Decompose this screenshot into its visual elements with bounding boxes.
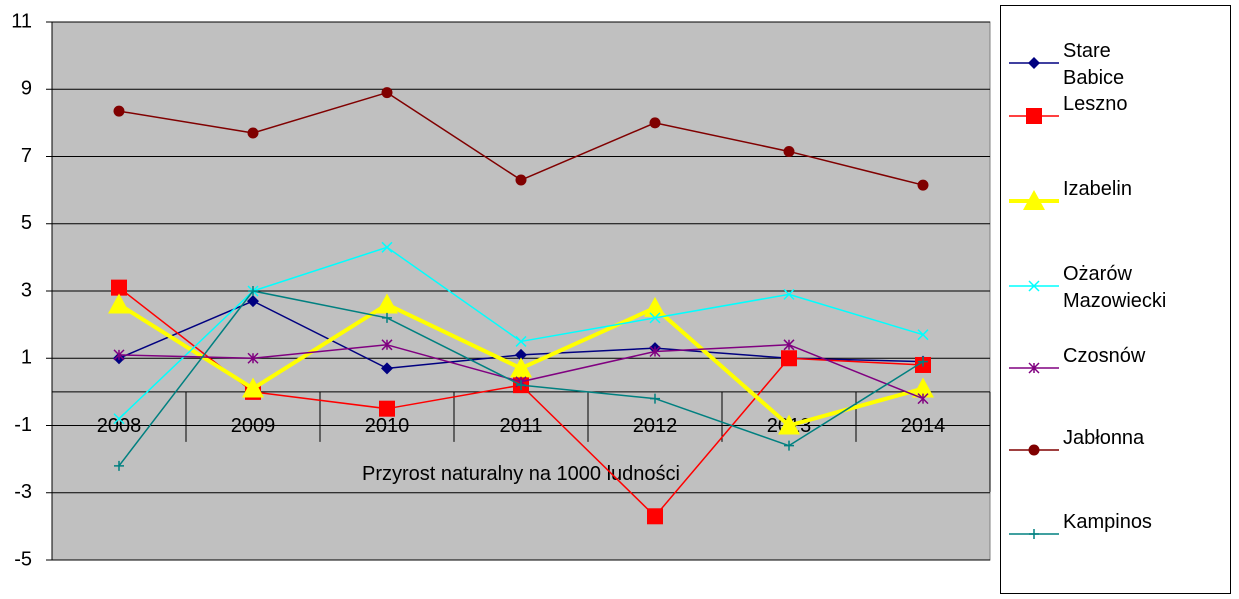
- y-tick-label: 1: [21, 347, 32, 369]
- y-tick-label: 3: [21, 279, 32, 301]
- x-tick-label: 2010: [365, 415, 410, 437]
- legend-label: Ożarów Mazowiecki: [1063, 263, 1167, 312]
- legend-swatch: [1009, 108, 1059, 124]
- legend-item: Kampinos: [1001, 511, 1171, 546]
- legend-item: Czosnów: [1001, 345, 1171, 380]
- marker: [1029, 529, 1039, 539]
- marker: [111, 279, 127, 296]
- marker: [113, 105, 125, 117]
- marker: [516, 380, 526, 391]
- marker: [917, 329, 929, 341]
- marker: [381, 362, 393, 375]
- marker: [647, 508, 663, 525]
- legend: Stare Babice Leszno Izabelin Ożarów Mazowie…: [1000, 5, 1231, 594]
- y-tick-label: 9: [21, 78, 32, 100]
- legend-swatch: [1009, 190, 1059, 210]
- marker: [247, 295, 259, 308]
- marker: [247, 352, 259, 364]
- chart: -5-3-11357911200820092010201120122013201…: [11, 10, 991, 570]
- legend-label: Jabłonna: [1063, 427, 1145, 449]
- y-tick-label: 7: [21, 145, 32, 167]
- legend-item: Izabelin: [1001, 178, 1171, 213]
- legend-label: Leszno: [1063, 93, 1128, 115]
- marker: [650, 393, 660, 404]
- marker: [113, 413, 125, 425]
- legend-swatch: [1009, 529, 1059, 539]
- legend-item: Stare Babice: [1001, 40, 1171, 92]
- x-tick-label: 2012: [633, 415, 678, 437]
- marker: [917, 393, 929, 405]
- marker: [784, 440, 794, 451]
- marker: [515, 348, 527, 361]
- y-tick-label: -3: [14, 481, 32, 503]
- marker: [781, 350, 797, 367]
- marker: [515, 335, 527, 347]
- marker: [783, 145, 795, 157]
- marker: [382, 312, 392, 323]
- x-tick-label: 2011: [499, 415, 542, 437]
- marker: [114, 460, 124, 471]
- legend-label: Stare Babice: [1063, 40, 1125, 89]
- marker: [912, 377, 934, 398]
- marker: [1023, 190, 1045, 210]
- marker: [649, 345, 661, 358]
- x-tick-label: 2014: [901, 415, 946, 437]
- marker: [918, 356, 928, 367]
- y-tick-label: 5: [21, 212, 32, 234]
- marker: [1028, 280, 1040, 292]
- marker: [242, 377, 264, 398]
- legend-item: Jabłonna: [1001, 427, 1171, 462]
- marker: [510, 357, 532, 378]
- marker: [917, 179, 929, 191]
- legend-item: Ożarów Mazowiecki: [1001, 263, 1171, 315]
- x-tick-label: 2008: [97, 415, 142, 437]
- marker: [381, 339, 393, 351]
- marker: [783, 288, 795, 300]
- marker: [1028, 57, 1040, 69]
- marker: [248, 286, 258, 296]
- marker: [783, 339, 795, 351]
- y-tick-label: -1: [14, 414, 32, 436]
- marker: [644, 296, 666, 317]
- marker: [515, 174, 527, 186]
- legend-label: Izabelin: [1063, 178, 1132, 200]
- legend-swatch: [1009, 57, 1059, 69]
- marker: [381, 87, 393, 99]
- marker: [649, 117, 661, 129]
- legend-swatch: [1009, 362, 1059, 374]
- x-tick-label: 2009: [231, 415, 276, 437]
- marker: [113, 349, 125, 361]
- marker: [778, 414, 800, 435]
- x-axis-title: Przyrost naturalny na 1000 ludności: [362, 463, 680, 485]
- marker: [108, 293, 130, 314]
- legend-label: Czosnów: [1063, 345, 1146, 367]
- legend-swatch: [1009, 444, 1059, 456]
- legend-item: Leszno: [1001, 93, 1171, 128]
- marker: [379, 400, 395, 417]
- y-tick-label: 11: [11, 10, 32, 32]
- marker: [247, 127, 259, 139]
- marker: [381, 241, 393, 253]
- marker: [1028, 362, 1040, 374]
- legend-swatch: [1009, 280, 1059, 292]
- marker: [376, 293, 398, 314]
- marker: [1028, 444, 1040, 456]
- legend-label: Kampinos: [1063, 511, 1152, 533]
- marker: [1026, 108, 1042, 124]
- y-tick-label: -5: [14, 548, 32, 570]
- marker: [649, 312, 661, 324]
